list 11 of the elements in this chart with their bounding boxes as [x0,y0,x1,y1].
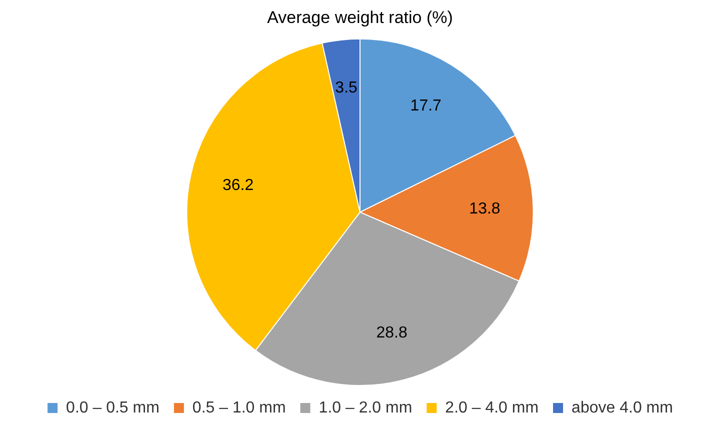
data-label: 28.8 [376,324,408,342]
chart-title: Average weight ratio (%) [267,8,453,27]
legend-label: 0.0 – 0.5 mm [66,399,160,416]
data-label: 36.2 [222,177,254,194]
legend-label: above 4.0 mm [572,399,673,416]
data-label: 3.5 [335,80,358,97]
legend-label: 2.0 – 4.0 mm [445,399,539,416]
legend-label: 0.5 – 1.0 mm [192,399,286,416]
legend-label: 1.0 – 2.0 mm [318,399,412,416]
data-label: 13.8 [469,200,500,218]
data-label: 17.7 [410,98,442,115]
